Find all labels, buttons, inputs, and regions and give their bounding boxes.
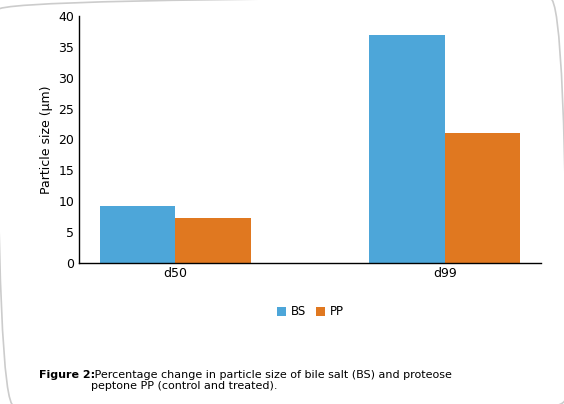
Bar — [175, 218, 251, 263]
Text: Percentage change in particle size of bile salt (BS) and proteose
peptone PP (co: Percentage change in particle size of bi… — [91, 370, 452, 391]
Y-axis label: Particle size (μm): Particle size (μm) — [39, 85, 52, 194]
Bar — [369, 35, 445, 263]
Bar — [445, 133, 521, 263]
Legend: BS, PP: BS, PP — [272, 301, 349, 323]
Text: Figure 2:: Figure 2: — [39, 370, 96, 380]
Bar — [100, 206, 175, 263]
